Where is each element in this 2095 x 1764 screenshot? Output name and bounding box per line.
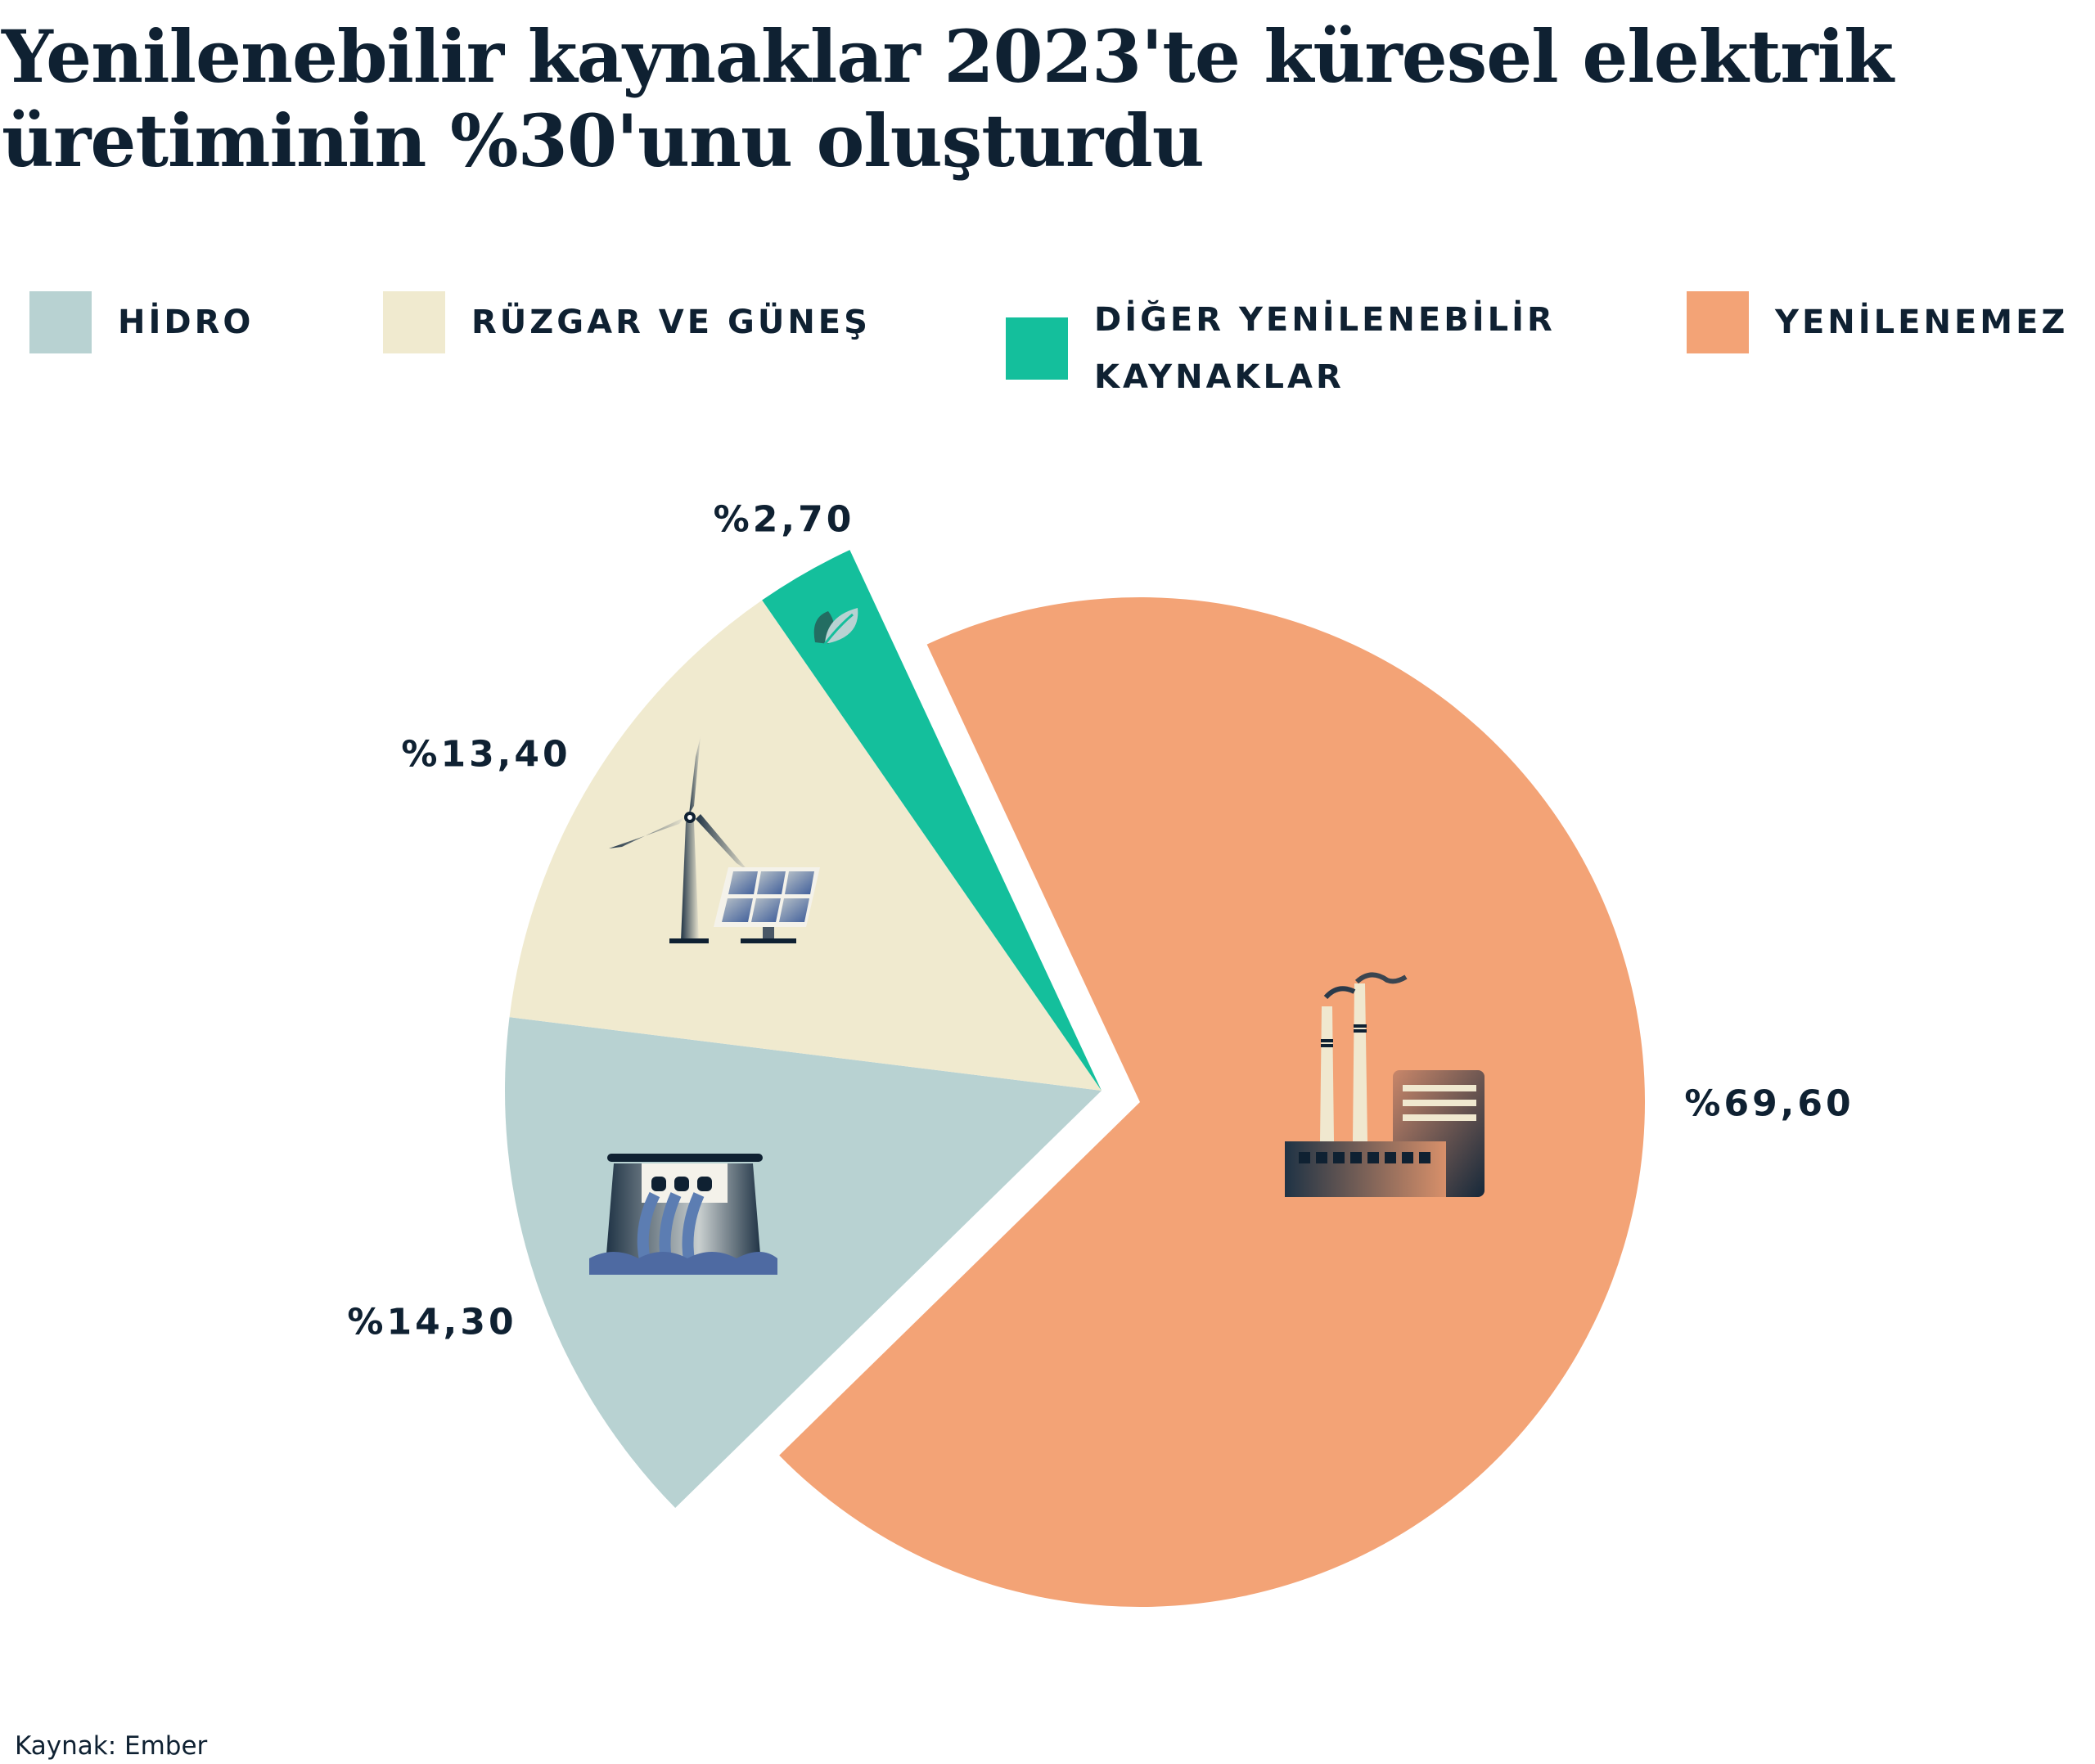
hydro-dam-icon (589, 1154, 777, 1275)
legend-label: YENİLENEMEZ (1775, 304, 2069, 341)
legend-item-other-renewables: DİĞER YENİLENEBİLİR KAYNAKLAR (1006, 291, 1602, 406)
factory-icon (1285, 972, 1485, 1197)
pie-slice-non-renewable (779, 596, 1645, 1607)
source-note: Kaynak: Ember (15, 1731, 208, 1761)
data-label-other-renewables: %2,70 (713, 498, 855, 541)
data-label-wind-solar: %13,40 (401, 733, 571, 776)
pie-slice-wind-solar (509, 600, 1102, 1091)
legend-swatch (1687, 291, 1749, 353)
legend-label: RÜZGAR VE GÜNEŞ (471, 304, 871, 341)
pie-slice-other-renewables (762, 550, 1102, 1091)
legend-item-non-renewable: YENİLENEMEZ (1687, 291, 2068, 353)
legend-swatch (29, 291, 92, 353)
leaf-icon (813, 608, 858, 645)
legend-label: DİĞER YENİLENEBİLİR KAYNAKLAR (1094, 301, 1556, 396)
wind-solar-icon (609, 736, 820, 943)
chart-title: Yenilenebilir kaynaklar 2023'te küresel … (2, 14, 1894, 183)
pie-slice-hydro (505, 1017, 1102, 1509)
data-label-non-renewable: %69,60 (1684, 1082, 1854, 1125)
data-label-hydro: %14,30 (347, 1301, 517, 1343)
legend-swatch (1006, 317, 1068, 380)
legend-item-wind-solar: RÜZGAR VE GÜNEŞ (383, 291, 871, 353)
legend-swatch (383, 291, 445, 353)
legend-item-hydro: HİDRO (29, 291, 254, 353)
legend-label: HİDRO (118, 304, 255, 341)
